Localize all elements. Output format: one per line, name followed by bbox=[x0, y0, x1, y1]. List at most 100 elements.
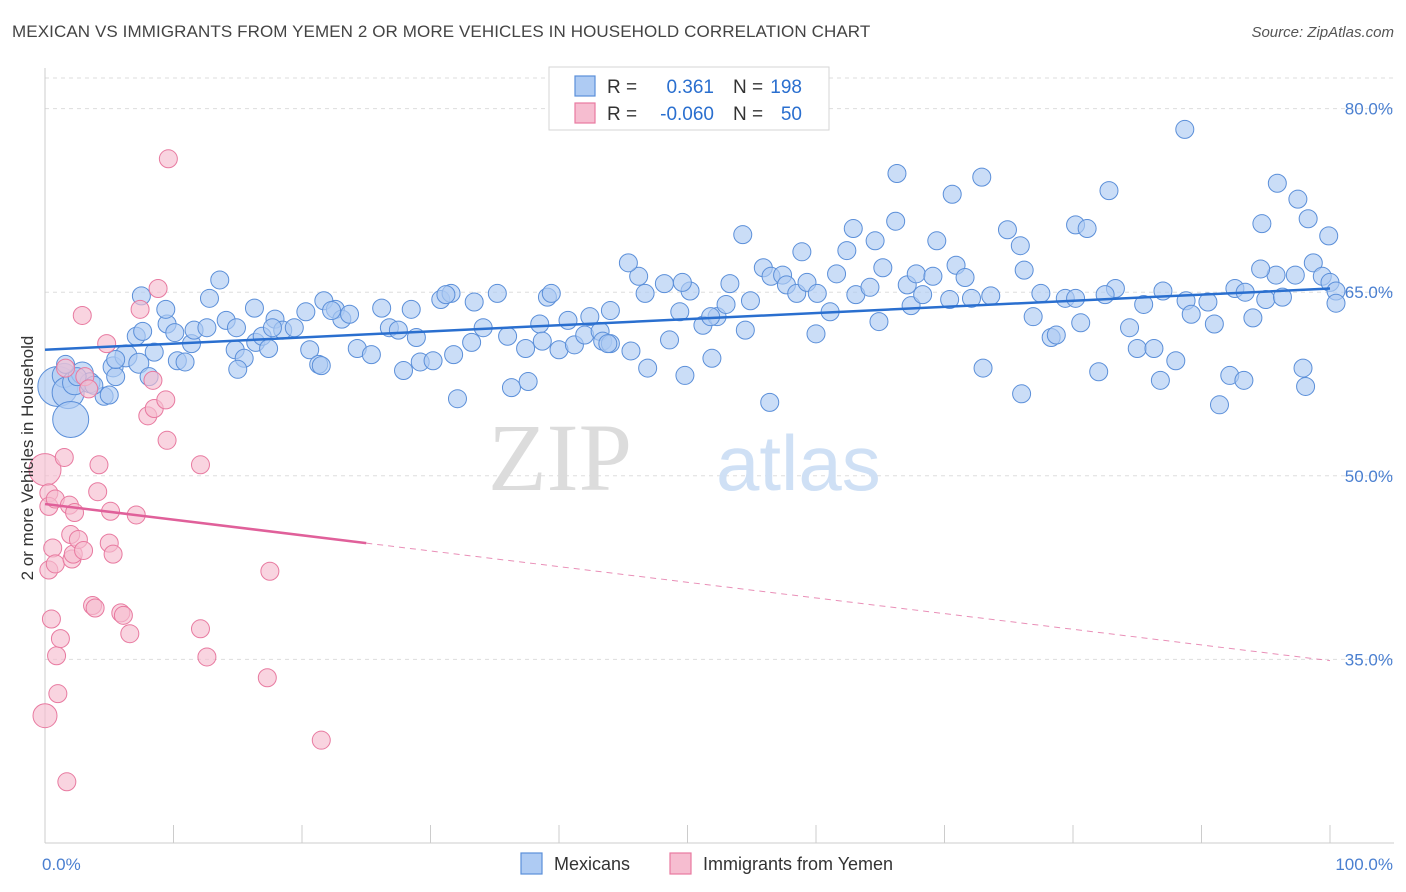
point-yemen bbox=[97, 334, 117, 354]
point-mexicans bbox=[1166, 351, 1186, 371]
source-label: Source: ZipAtlas.com bbox=[1251, 24, 1394, 41]
point-mexicans bbox=[923, 266, 943, 286]
x-tick-label-min: 0.0% bbox=[42, 855, 81, 874]
stats-legend-swatch-blue bbox=[574, 75, 596, 97]
point-mexicans bbox=[541, 283, 561, 303]
point-yemen bbox=[56, 358, 76, 378]
point-mexicans bbox=[629, 266, 649, 286]
point-mexicans bbox=[133, 321, 153, 341]
point-yemen bbox=[32, 703, 58, 729]
point-mexicans bbox=[638, 358, 658, 378]
point-mexicans bbox=[128, 352, 150, 374]
stats-r-label-pink: R = bbox=[607, 104, 637, 125]
point-mexicans bbox=[1181, 304, 1201, 324]
point-mexicans bbox=[372, 298, 392, 318]
point-yemen bbox=[157, 430, 177, 450]
point-mexicans bbox=[1150, 370, 1170, 390]
point-mexicans bbox=[873, 258, 893, 278]
point-mexicans bbox=[444, 345, 464, 365]
point-mexicans bbox=[716, 294, 736, 314]
point-mexicans bbox=[1252, 214, 1272, 234]
point-yemen bbox=[57, 772, 77, 792]
point-yemen bbox=[43, 538, 63, 558]
bottom-legend: Mexicans Immigrants from Yemen bbox=[520, 852, 893, 875]
point-mexicans bbox=[300, 340, 320, 360]
point-mexicans bbox=[1031, 283, 1051, 303]
stats-legend-box bbox=[548, 66, 830, 131]
point-mexicans bbox=[210, 270, 230, 290]
point-mexicans bbox=[720, 274, 740, 294]
point-mexicans bbox=[1134, 294, 1154, 314]
point-mexicans bbox=[1089, 362, 1109, 382]
point-mexicans bbox=[600, 301, 620, 321]
point-mexicans bbox=[598, 334, 618, 354]
point-mexicans bbox=[827, 264, 847, 284]
point-mexicans bbox=[997, 220, 1017, 240]
point-mexicans bbox=[340, 304, 360, 324]
point-mexicans bbox=[228, 359, 248, 379]
point-mexicans bbox=[1120, 318, 1140, 338]
point-mexicans bbox=[1127, 339, 1147, 359]
point-yemen bbox=[47, 646, 67, 666]
point-yemen bbox=[41, 609, 61, 629]
y-tick-label: 35.0% bbox=[1345, 650, 1393, 669]
point-mexicans bbox=[1209, 395, 1229, 415]
point-mexicans bbox=[860, 277, 880, 297]
point-mexicans bbox=[660, 330, 680, 350]
point-mexicans bbox=[144, 342, 164, 362]
point-mexicans bbox=[165, 323, 185, 343]
point-mexicans bbox=[447, 389, 467, 409]
stats-n-value-pink: 50 bbox=[781, 104, 802, 125]
chart-title: MEXICAN VS IMMIGRANTS FROM YEMEN 2 OR MO… bbox=[12, 22, 871, 41]
point-yemen bbox=[79, 379, 99, 399]
point-mexicans bbox=[106, 367, 126, 387]
point-mexicans bbox=[1066, 288, 1086, 308]
point-mexicans bbox=[675, 365, 695, 385]
point-mexicans bbox=[927, 231, 947, 251]
legend-swatch-yemen bbox=[669, 852, 692, 875]
point-mexicans bbox=[558, 310, 578, 330]
point-yemen bbox=[74, 540, 94, 560]
point-mexicans bbox=[284, 318, 304, 338]
point-yemen bbox=[72, 305, 92, 325]
trendline-yemen-solid bbox=[44, 502, 367, 545]
point-mexicans bbox=[487, 283, 507, 303]
point-yemen bbox=[45, 554, 65, 574]
point-mexicans bbox=[532, 331, 552, 351]
stats-n-value-blue: 198 bbox=[770, 77, 802, 98]
point-mexicans bbox=[940, 290, 960, 310]
stats-r-value-pink: -0.060 bbox=[660, 104, 714, 125]
point-mexicans bbox=[311, 356, 331, 376]
point-yemen bbox=[257, 668, 277, 688]
stats-n-label-blue: N = bbox=[733, 77, 763, 98]
point-yemen bbox=[54, 447, 74, 467]
point-mexicans bbox=[259, 339, 279, 359]
point-mexicans bbox=[621, 341, 641, 361]
point-mexicans bbox=[106, 350, 126, 370]
point-mexicans bbox=[654, 274, 674, 294]
stats-r-label-blue: R = bbox=[607, 77, 637, 98]
point-yemen bbox=[48, 684, 68, 704]
stats-n-label-pink: N = bbox=[733, 104, 763, 125]
point-mexicans bbox=[361, 345, 381, 365]
point-yemen bbox=[113, 605, 133, 625]
point-mexicans bbox=[322, 301, 342, 321]
point-yemen bbox=[50, 629, 70, 649]
point-mexicans bbox=[436, 285, 456, 305]
point-mexicans bbox=[1071, 313, 1091, 333]
point-mexicans bbox=[740, 291, 760, 311]
point-mexicans bbox=[1175, 119, 1195, 139]
point-mexicans bbox=[262, 318, 282, 338]
point-yemen bbox=[148, 279, 168, 299]
legend-swatch-mexicans bbox=[520, 852, 543, 875]
point-mexicans bbox=[806, 324, 826, 344]
y-tick-label: 80.0% bbox=[1345, 100, 1393, 119]
point-mexicans bbox=[887, 163, 907, 183]
trendline-mexicans bbox=[44, 287, 1331, 351]
point-mexicans bbox=[423, 351, 443, 371]
point-mexicans bbox=[886, 211, 906, 231]
point-mexicans bbox=[99, 385, 119, 405]
point-yemen bbox=[158, 149, 178, 169]
point-mexicans bbox=[244, 298, 264, 318]
